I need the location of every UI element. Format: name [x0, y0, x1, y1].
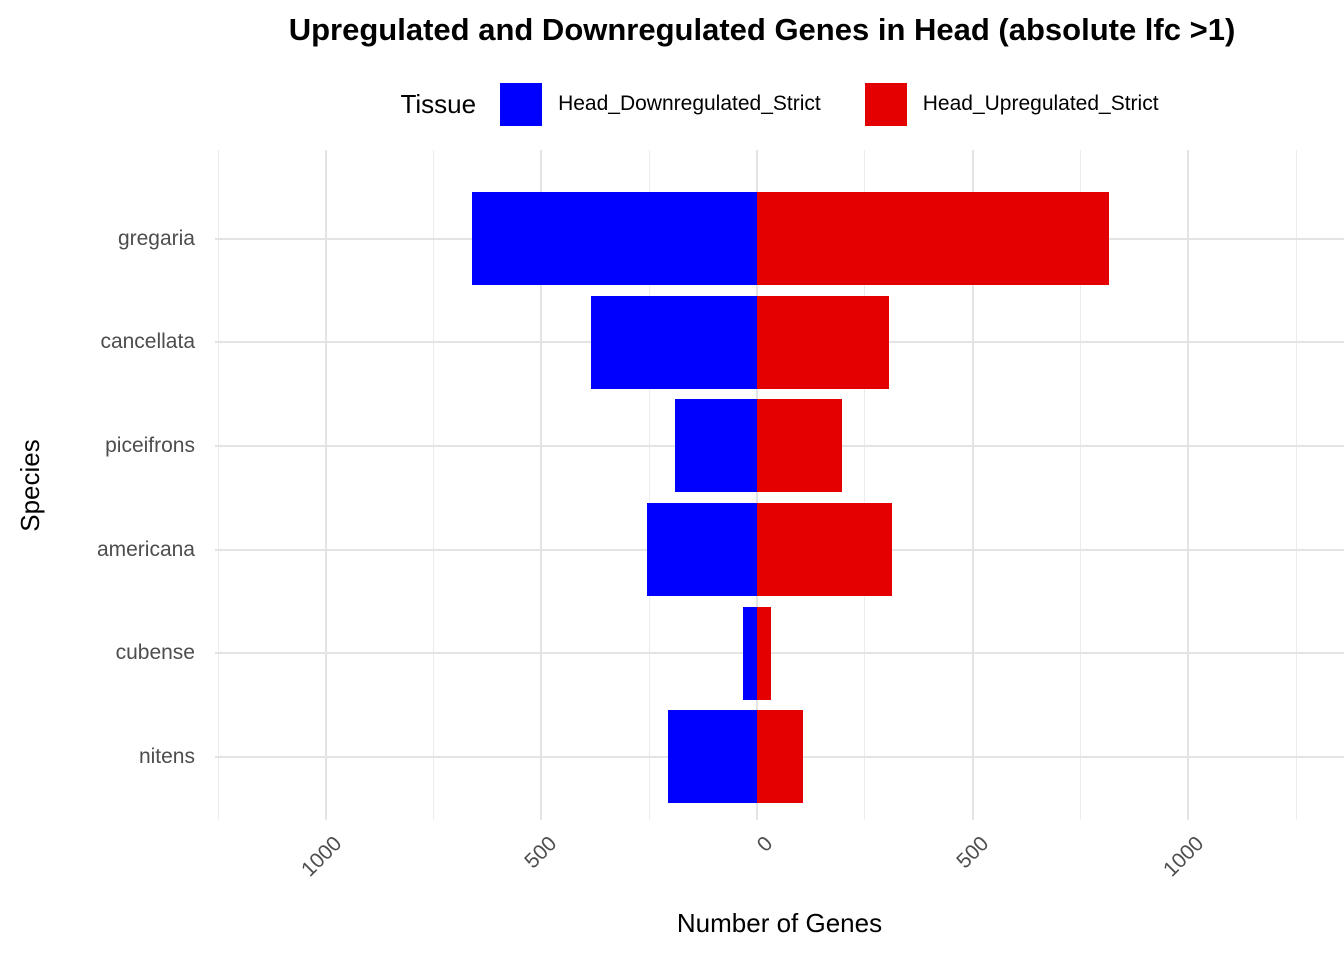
y-axis-label-nitens: nitens: [138, 744, 195, 768]
x-axis-label--1000: 1000: [296, 832, 347, 882]
bar-downregulated-cancellata: [591, 295, 758, 389]
x-axis-labels: 1000 500 0 500 1000: [215, 820, 1344, 920]
bar-upregulated-cubense: [757, 606, 772, 700]
legend-title: Tissue: [400, 88, 477, 119]
plot-panel: [215, 150, 1344, 820]
gridline-major-x-500: [971, 150, 974, 820]
gridline-minor-x--1250: [217, 150, 219, 820]
y-axis-title: Species: [14, 438, 45, 532]
gridline-minor-x-250: [864, 150, 866, 820]
bar-upregulated-cancellata: [757, 295, 889, 389]
chart-title: Upregulated and Downregulated Genes in H…: [288, 12, 1236, 47]
gridline-major-x-1000: [1187, 150, 1190, 820]
y-axis-label-gregaria: gregaria: [117, 226, 195, 250]
gridline-row-cubense: [215, 652, 1344, 655]
y-axis-labels: gregaria cancellata piceifrons americana cub…: [0, 150, 205, 820]
legend-item-upregulated: Head_Upregulated_Strict: [864, 82, 1159, 126]
x-axis-label--500: 500: [520, 832, 562, 874]
gridline-major-x--1000: [324, 150, 327, 820]
y-axis-label-piceifrons: piceifrons: [105, 433, 195, 457]
bar-upregulated-piceifrons: [757, 399, 842, 493]
bar-upregulated-gregaria: [757, 192, 1109, 286]
x-axis-label-1000: 1000: [1159, 832, 1209, 882]
legend-label-downregulated: Head_Downregulated_Strict: [558, 92, 821, 115]
bar-downregulated-piceifrons: [675, 399, 758, 493]
legend: Tissue Head_Downregulated_Strict Head_Up…: [215, 80, 1344, 128]
legend-key-upregulated-swatch: [864, 82, 907, 126]
bar-upregulated-americana: [757, 503, 892, 596]
gridline-minor-x--750: [433, 150, 435, 820]
x-axis-label-0: 0: [752, 832, 778, 857]
gridline-major-x--500: [540, 150, 543, 820]
legend-label-upregulated: Head_Upregulated_Strict: [922, 92, 1159, 115]
bar-downregulated-nitens: [668, 710, 758, 804]
bar-upregulated-nitens: [757, 710, 803, 804]
x-axis-title: Number of Genes: [676, 908, 883, 938]
legend-item-downregulated: Head_Downregulated_Strict: [500, 82, 821, 126]
legend-key-downregulated-swatch: [500, 82, 543, 126]
y-axis-label-cancellata: cancellata: [100, 330, 195, 354]
x-axis-label-500: 500: [951, 832, 993, 874]
gridline-minor-x--250: [648, 150, 650, 820]
bar-downregulated-americana: [646, 503, 758, 596]
y-axis-label-americana: americana: [96, 537, 195, 561]
gridline-minor-x-1250: [1295, 150, 1297, 820]
bar-downregulated-gregaria: [472, 192, 758, 286]
bar-downregulated-cubense: [743, 606, 758, 700]
y-axis-label-cubense: cubense: [115, 641, 195, 665]
gridline-minor-x-750: [1080, 150, 1081, 820]
